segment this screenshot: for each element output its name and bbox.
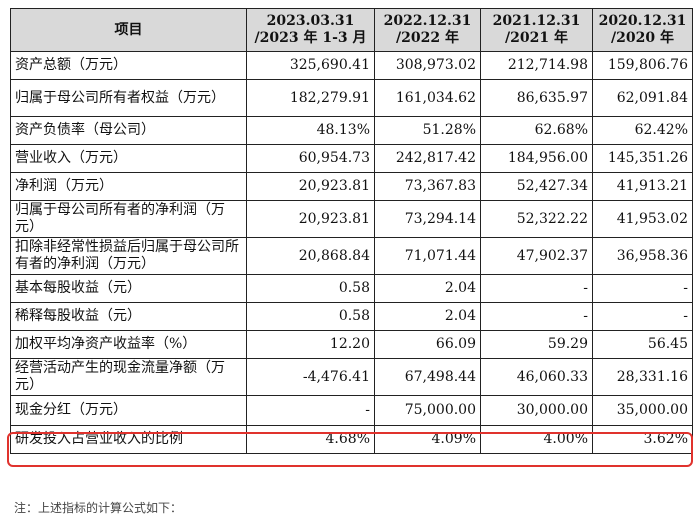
table-row: 归属于母公司所有者权益（万元） 182,279.91 161,034.62 86… [10, 79, 693, 117]
row-label: 现金分红（万元） [10, 395, 247, 426]
cell-value: - [592, 274, 693, 303]
cell-value: 41,913.21 [592, 172, 693, 201]
table-row: 基本每股收益（元） 0.58 2.04 - - [10, 274, 693, 303]
table-row: 资产负债率（母公司） 48.13% 51.28% 62.68% 62.42% [10, 116, 693, 145]
cell-value: 62.42% [592, 116, 693, 145]
footnote: 注：上述指标的计算公式如下： [14, 501, 183, 515]
cell-value: 66.09 [374, 330, 481, 359]
cell-value: -4,476.41 [246, 358, 375, 396]
cell-value: 182,279.91 [246, 79, 375, 117]
cell-value: 159,806.76 [592, 51, 693, 80]
cell-value: 4.09% [374, 425, 481, 454]
cell-value: - [592, 302, 693, 331]
cell-value: 20,923.81 [246, 200, 375, 238]
cell-value: 41,953.02 [592, 200, 693, 238]
cell-value: 0.58 [246, 274, 375, 303]
cell-value: - [480, 274, 593, 303]
cell-value: 12.20 [246, 330, 375, 359]
cell-value: 67,498.44 [374, 358, 481, 396]
cell-value: 36,958.36 [592, 237, 693, 275]
table-row: 营业收入（万元） 60,954.73 242,817.42 184,956.00… [10, 144, 693, 173]
row-label: 稀释每股收益（元） [10, 302, 247, 331]
cell-value: 62.68% [480, 116, 593, 145]
cell-value: 145,351.26 [592, 144, 693, 173]
cell-value: 2.04 [374, 302, 481, 331]
cell-value: 51.28% [374, 116, 481, 145]
cell-value: 75,000.00 [374, 395, 481, 426]
table-row: 稀释每股收益（元） 0.58 2.04 - - [10, 302, 693, 331]
cell-value: 59.29 [480, 330, 593, 359]
cell-value: 28,331.16 [592, 358, 693, 396]
cell-value: - [480, 302, 593, 331]
cell-value: 20,923.81 [246, 172, 375, 201]
cell-value: 30,000.00 [480, 395, 593, 426]
header-2023q1: 2023.03.31/2023 年 1-3 月 [246, 8, 375, 52]
table-row: 研发投入占营业收入的比例 4.68% 4.09% 4.00% 3.62% [10, 425, 693, 454]
row-label: 净利润（万元） [10, 172, 247, 201]
cell-value: 52,427.34 [480, 172, 593, 201]
row-label: 经营活动产生的现金流量净额（万元） [10, 358, 247, 396]
cell-value: 0.58 [246, 302, 375, 331]
row-label: 研发投入占营业收入的比例 [10, 425, 247, 454]
table-row: 加权平均净资产收益率（%） 12.20 66.09 59.29 56.45 [10, 330, 693, 359]
table-row: 经营活动产生的现金流量净额（万元） -4,476.41 67,498.44 46… [10, 358, 693, 396]
row-label: 基本每股收益（元） [10, 274, 247, 303]
cell-value: 161,034.62 [374, 79, 481, 117]
table-row: 归属于母公司所有者的净利润（万元） 20,923.81 73,294.14 52… [10, 200, 693, 238]
row-label: 营业收入（万元） [10, 144, 247, 173]
cell-value: 325,690.41 [246, 51, 375, 80]
cell-value: 48.13% [246, 116, 375, 145]
header-2022: 2022.12.31/2022 年 [374, 8, 481, 52]
cell-value: 3.62% [592, 425, 693, 454]
row-label: 扣除非经常性损益后归属于母公司所有者的净利润（万元） [10, 237, 247, 275]
row-label: 归属于母公司所有者的净利润（万元） [10, 200, 247, 238]
cell-value: 56.45 [592, 330, 693, 359]
cell-value: 46,060.33 [480, 358, 593, 396]
cell-value: 86,635.97 [480, 79, 593, 117]
table-row: 净利润（万元） 20,923.81 73,367.83 52,427.34 41… [10, 172, 693, 201]
cell-value: 62,091.84 [592, 79, 693, 117]
financial-data-table: 项目 2023.03.31/2023 年 1-3 月 2022.12.31/20… [10, 8, 693, 454]
cell-value: 4.68% [246, 425, 375, 454]
cell-value: 73,294.14 [374, 200, 481, 238]
cell-value: 20,868.84 [246, 237, 375, 275]
cell-value: 242,817.42 [374, 144, 481, 173]
cell-value: 52,322.22 [480, 200, 593, 238]
cell-value: - [246, 395, 375, 426]
header-2021: 2021.12.31/2021 年 [480, 8, 593, 52]
row-label: 加权平均净资产收益率（%） [10, 330, 247, 359]
cell-value: 4.00% [480, 425, 593, 454]
header-item: 项目 [10, 8, 247, 52]
header-row: 项目 2023.03.31/2023 年 1-3 月 2022.12.31/20… [10, 8, 693, 52]
cell-value: 73,367.83 [374, 172, 481, 201]
cell-value: 212,714.98 [480, 51, 593, 80]
table-row: 资产总额（万元） 325,690.41 308,973.02 212,714.9… [10, 51, 693, 80]
cell-value: 308,973.02 [374, 51, 481, 80]
row-label: 资产负债率（母公司） [10, 116, 247, 145]
cell-value: 2.04 [374, 274, 481, 303]
cell-value: 184,956.00 [480, 144, 593, 173]
row-label: 资产总额（万元） [10, 51, 247, 80]
header-2020: 2020.12.31/2020 年 [592, 8, 693, 52]
cell-value: 47,902.37 [480, 237, 593, 275]
cell-value: 60,954.73 [246, 144, 375, 173]
cell-value: 35,000.00 [592, 395, 693, 426]
table-row-cash-dividend: 现金分红（万元） - 75,000.00 30,000.00 35,000.00 [10, 395, 693, 426]
row-label: 归属于母公司所有者权益（万元） [10, 79, 247, 117]
cell-value: 71,071.44 [374, 237, 481, 275]
table-row: 扣除非经常性损益后归属于母公司所有者的净利润（万元） 20,868.84 71,… [10, 237, 693, 275]
